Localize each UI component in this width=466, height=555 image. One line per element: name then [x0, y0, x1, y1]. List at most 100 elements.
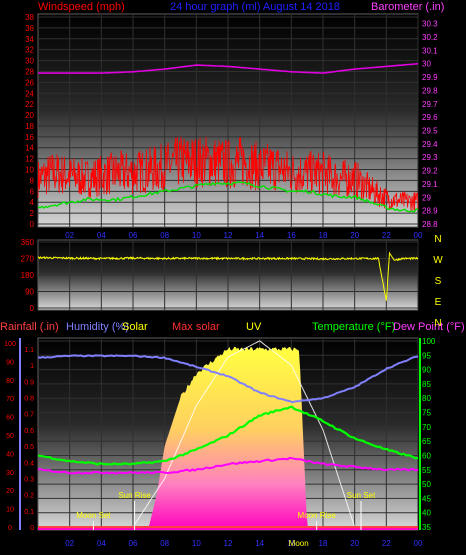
- gust-series-line: [37, 181, 419, 213]
- wind-x-tick: 00: [414, 231, 423, 240]
- climate-x-tick: 00: [414, 539, 423, 548]
- climate-x-tick: 20: [350, 539, 359, 548]
- compass-label: E: [435, 297, 442, 308]
- dew-point-label: Dew Point (°F): [393, 321, 465, 333]
- compass-label: N: [434, 234, 441, 245]
- solar-y-tick: 0.4: [24, 460, 34, 467]
- wind-direction-series-line: [37, 251, 419, 301]
- climate-x-tick: 14: [255, 539, 264, 548]
- direction-y-tick: 360: [21, 238, 35, 247]
- direction-y-tick: 90: [25, 288, 34, 297]
- solar-y-tick: 0.3: [24, 476, 34, 483]
- wind-y-tick: 6: [30, 187, 35, 196]
- wind-x-tick: 08: [160, 231, 169, 240]
- climate-x-tick: 16: [287, 539, 296, 548]
- barometer-y-tick: 29.2: [422, 167, 438, 176]
- rainfall-y-tick: 40: [6, 451, 14, 458]
- event-label: Sun Set: [347, 491, 376, 500]
- moon-label: Moon: [289, 539, 309, 548]
- dew-point-series-line: [37, 456, 419, 475]
- humidity-series-line: [37, 354, 419, 404]
- barometer-y-tick: 29: [422, 193, 431, 202]
- climate-x-tick: 02: [65, 539, 74, 548]
- temperature-y-tick: 35: [422, 523, 431, 532]
- rainfall-label: Rainfall (.in): [0, 321, 59, 333]
- solar-label: Solar: [122, 321, 148, 333]
- compass-label: S: [435, 276, 442, 287]
- wind-x-tick: 10: [192, 231, 201, 240]
- climate-x-tick: 18: [319, 539, 328, 548]
- temperature-y-tick: 95: [422, 351, 431, 360]
- temperature-y-tick: 55: [422, 466, 431, 475]
- temperature-y-tick: 75: [422, 409, 431, 418]
- solar-y-tick: 0.8: [24, 396, 34, 403]
- temperature-y-tick: 60: [422, 451, 431, 460]
- wind-y-tick: 24: [25, 89, 34, 98]
- wind-y-tick: 38: [25, 13, 34, 22]
- barometer-series-line: [38, 62, 419, 74]
- solar-y-tick: 0.2: [24, 493, 34, 500]
- temperature-y-tick: 50: [422, 480, 431, 489]
- event-label: Sun Rise: [118, 491, 151, 500]
- rainfall-y-tick: 60: [6, 415, 14, 422]
- wind-y-tick: 20: [25, 111, 34, 120]
- rainfall-y-tick: 70: [6, 396, 14, 403]
- wind-y-tick: 4: [30, 198, 35, 207]
- wind-y-tick: 26: [25, 78, 34, 87]
- climate-x-tick: 04: [97, 539, 106, 548]
- barometer-y-tick: 29.6: [422, 113, 438, 122]
- humidity-label: Humidity (%): [66, 321, 129, 333]
- temperature-series-line: [37, 405, 419, 466]
- barometer-y-tick: 30.1: [422, 46, 438, 55]
- solar-y-tick: 0: [30, 525, 34, 532]
- wind-x-tick: 14: [255, 231, 264, 240]
- wind-x-tick: 18: [319, 231, 328, 240]
- wind-y-tick: 34: [25, 35, 34, 44]
- temperature-y-tick: 40: [422, 509, 431, 518]
- solar-y-tick: 0.1: [24, 509, 34, 516]
- barometer-y-tick: 30.3: [422, 20, 438, 29]
- rainfall-y-tick: 100: [4, 341, 16, 348]
- barometer-y-tick: 29.1: [422, 180, 438, 189]
- temperature-y-tick: 45: [422, 494, 431, 503]
- temperature-y-tick: 100: [422, 337, 436, 346]
- rainfall-y-tick: 10: [6, 507, 14, 514]
- windspeed-axis-label: Windspeed (mph): [38, 1, 125, 13]
- barometer-y-tick: 28.8: [422, 220, 438, 229]
- wind-y-tick: 30: [25, 57, 34, 66]
- wind-y-tick: 36: [25, 24, 34, 33]
- climate-x-tick: 12: [224, 539, 233, 548]
- direction-y-tick: 0: [30, 304, 35, 313]
- rainfall-y-tick: 90: [6, 359, 14, 366]
- temperature-y-tick: 65: [422, 437, 431, 446]
- compass-label: W: [433, 255, 443, 266]
- wind-x-tick: 12: [224, 231, 233, 240]
- barometer-y-tick: 29.3: [422, 153, 438, 162]
- wind-y-tick: 16: [25, 133, 34, 142]
- wind-y-tick: 18: [25, 122, 34, 131]
- rainfall-y-tick: 0: [8, 525, 12, 532]
- rainfall-y-tick: 80: [6, 378, 14, 385]
- wind-y-tick: 22: [25, 100, 34, 109]
- wind-y-tick: 12: [25, 155, 34, 164]
- direction-y-tick: 180: [21, 271, 35, 280]
- solar-y-tick: 0.6: [24, 428, 34, 435]
- max-solar-label: Max solar: [172, 321, 220, 333]
- event-label: Moon Rise: [298, 511, 337, 520]
- temperature-y-tick: 90: [422, 366, 431, 375]
- wind-y-tick: 28: [25, 67, 34, 76]
- solar-y-tick: 0.7: [24, 412, 34, 419]
- barometer-y-tick: 29.4: [422, 140, 438, 149]
- event-label: Moon Set: [76, 511, 111, 520]
- direction-y-tick: 270: [21, 255, 35, 264]
- rainfall-y-tick: 50: [6, 433, 14, 440]
- windspeed-series-line: [37, 136, 419, 211]
- compass-label: N: [434, 318, 441, 329]
- temperature-label: Temperature (°F): [312, 321, 395, 333]
- climate-x-tick: 10: [192, 539, 201, 548]
- wind-x-tick: 16: [287, 231, 296, 240]
- chart-layers: 0246810121416182022242628303234363828.82…: [4, 13, 443, 548]
- barometer-y-tick: 30: [422, 60, 431, 69]
